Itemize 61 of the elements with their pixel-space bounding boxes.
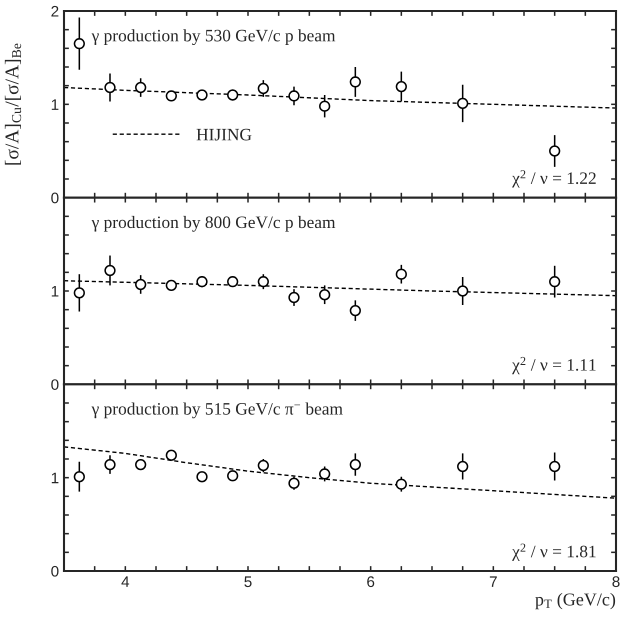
x-tick-label: 4 bbox=[121, 576, 130, 587]
text: γ production by 530 GeV/c p beam bbox=[92, 29, 336, 46]
point bbox=[196, 89, 208, 101]
point bbox=[549, 276, 560, 288]
point bbox=[227, 276, 238, 288]
point bbox=[135, 458, 146, 470]
point bbox=[549, 460, 560, 472]
point bbox=[288, 292, 300, 304]
point bbox=[350, 76, 361, 88]
point bbox=[104, 264, 116, 276]
line-series bbox=[64, 446, 616, 499]
x-tick-label: 5 bbox=[244, 576, 252, 588]
point bbox=[104, 82, 116, 94]
point bbox=[74, 287, 85, 298]
point bbox=[288, 478, 300, 489]
point bbox=[74, 38, 85, 50]
point bbox=[288, 90, 300, 102]
point bbox=[104, 458, 116, 470]
point bbox=[350, 304, 361, 316]
x-tick-label: 7 bbox=[490, 576, 497, 587]
y-tick-label: 1 bbox=[52, 472, 58, 484]
y-tick-label: 1 bbox=[52, 99, 58, 110]
y-axis-title: [σ/A]$_{Cu}$/[σ/A]$_{Be}$ bbox=[4, 44, 22, 165]
x-tick-label: 8 bbox=[612, 576, 620, 588]
point bbox=[549, 145, 560, 157]
point bbox=[196, 471, 208, 482]
y-tick-label: 0 bbox=[51, 566, 59, 577]
annotation: χ$^{2}$ / ν = 1.22 bbox=[512, 170, 596, 188]
y-tick-label: 0 bbox=[51, 379, 59, 390]
point bbox=[457, 460, 468, 472]
point bbox=[319, 289, 330, 300]
point bbox=[258, 276, 269, 288]
point bbox=[74, 471, 85, 482]
point bbox=[457, 98, 468, 110]
point bbox=[350, 458, 361, 470]
text: γ production by 800 GeV/c p beam bbox=[92, 216, 336, 232]
point bbox=[396, 478, 407, 490]
point bbox=[457, 285, 468, 297]
point bbox=[227, 470, 238, 482]
point bbox=[166, 280, 177, 292]
point bbox=[396, 268, 407, 280]
legend-label: HIJING bbox=[196, 128, 252, 140]
x-axis-title: p$_{T}$ (GeV/c) bbox=[535, 592, 616, 610]
x-tick-label: 6 bbox=[367, 576, 374, 588]
point bbox=[166, 450, 177, 461]
point bbox=[227, 89, 238, 101]
point bbox=[166, 90, 177, 102]
text: γ production by 515 GeV/c π$^{−}$ beam bbox=[92, 402, 343, 418]
annotation: χ$^{2}$ / ν = 1.81 bbox=[512, 544, 596, 561]
point bbox=[135, 82, 146, 94]
y-tick-label: 1 bbox=[52, 286, 58, 297]
y-tick-label: 0 bbox=[51, 192, 59, 204]
point bbox=[396, 80, 407, 92]
point bbox=[258, 460, 269, 472]
y-tick-label: 2 bbox=[51, 6, 58, 17]
point bbox=[319, 100, 330, 112]
point bbox=[258, 82, 269, 94]
point bbox=[319, 468, 330, 480]
point bbox=[135, 278, 146, 290]
annotation: χ$^{2}$ / ν = 1.11 bbox=[512, 356, 596, 374]
point bbox=[196, 276, 208, 288]
